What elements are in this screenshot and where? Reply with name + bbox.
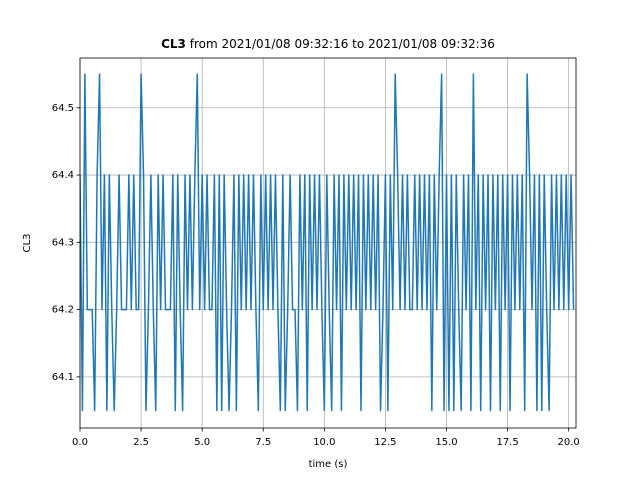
x-tick-label: 0.0	[72, 437, 88, 448]
x-tick-label: 7.5	[255, 437, 271, 448]
y-axis-label: CL3	[22, 234, 33, 253]
data-line	[80, 73, 575, 412]
y-tick-label: 64.1	[52, 372, 74, 383]
x-tick-label: 15.0	[435, 437, 457, 448]
y-tick-label: 64.5	[52, 103, 74, 114]
title-rest: from 2021/01/08 09:32:16 to 2021/01/08 0…	[190, 37, 495, 51]
y-tick-label: 64.3	[52, 237, 74, 248]
x-tick-label: 5.0	[194, 437, 210, 448]
chart-title: CL3 from 2021/01/08 09:32:16 to 2021/01/…	[161, 37, 495, 51]
x-tick-label: 10.0	[313, 437, 335, 448]
x-tick-label: 20.0	[558, 437, 580, 448]
x-axis-label: time (s)	[309, 459, 348, 470]
x-tick-label: 12.5	[374, 437, 396, 448]
plot-frame	[79, 57, 577, 429]
x-tick-label: 17.5	[496, 437, 518, 448]
y-tick-label: 64.4	[52, 170, 74, 181]
y-tick-label: 64.2	[52, 305, 74, 316]
x-tick-label: 2.5	[133, 437, 149, 448]
title-bold: CL3	[161, 37, 186, 51]
